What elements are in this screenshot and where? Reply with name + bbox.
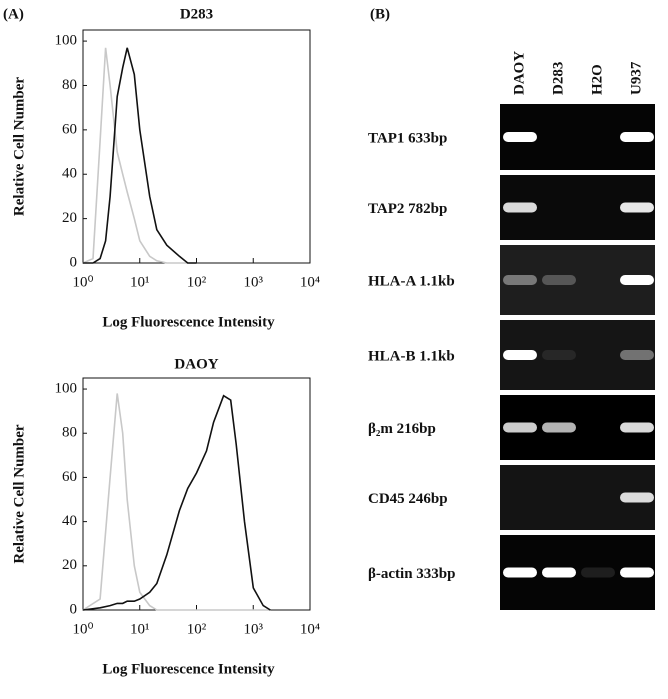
y-tick-label: 80 [62,425,77,441]
gel-band [620,275,654,285]
row-label: HLA-B 1.1kb [368,348,455,364]
x-tick-label: 10³ [244,621,264,637]
x-tick-label: 10¹ [130,621,150,637]
x-axis-label: Log Fluorescence Intensity [102,314,275,330]
gel-band [581,567,615,578]
row-label: CD45 246bp [368,491,448,507]
row-label: β-actin 333bp [368,566,456,582]
panel-label: (A) [3,6,24,22]
gel-band [542,422,576,433]
gel-band [620,567,654,578]
x-tick-label: 10² [187,274,207,290]
gel-band [620,132,654,142]
gel-band [620,422,654,433]
panel-label: (B) [370,6,390,22]
histogram-line [82,394,271,611]
y-tick-label: 40 [62,513,77,529]
row-label: β₂m 216bp [368,421,436,437]
y-tick-label: 0 [70,254,78,270]
x-tick-label: 10² [187,621,207,637]
y-axis-label: Relative Cell Number [11,77,27,216]
x-tick-label: 10⁰ [72,274,93,290]
gel-band [503,275,537,285]
y-tick-label: 60 [62,469,77,485]
plot-frame [82,377,311,611]
chart-title: DAOY [174,356,218,372]
row-label: TAP1 633bp [368,130,447,146]
y-tick-label: 20 [62,210,77,226]
y-tick-label: 100 [55,33,78,49]
x-tick-label: 10⁴ [300,274,320,290]
x-axis-label: Log Fluorescence Intensity [102,661,275,677]
lane-label: DAOY [511,51,527,95]
gel-band [620,350,654,360]
gel-band [503,202,537,213]
gel-band [503,422,537,433]
lane-label: U937 [628,61,644,95]
y-tick-label: 60 [62,121,77,137]
lane-label: H2O [589,64,605,95]
gel-band [542,567,576,578]
x-tick-label: 10³ [244,274,264,290]
y-tick-label: 20 [62,557,77,573]
chart-title: D283 [180,6,213,22]
gel-band [542,350,576,360]
gel-band [542,275,576,285]
gel-band [620,202,654,213]
x-tick-label: 10¹ [130,274,150,290]
histogram-line [82,47,197,264]
histogram-line [83,47,197,264]
histogram-line [82,393,271,611]
gel-band [503,567,537,578]
y-tick-label: 40 [62,166,77,182]
row-label: HLA-A 1.1kb [368,273,455,289]
x-tick-label: 10⁴ [300,621,320,637]
y-axis-label: Relative Cell Number [11,424,27,563]
lane-label: D283 [550,62,566,95]
y-tick-label: 100 [55,380,78,396]
gel-band [620,492,654,503]
gel: DAOY D283 H2O U937 TAP1 633bp TAP2 782bp HLA-A… [368,51,655,610]
y-tick-label: 80 [62,77,77,93]
y-tick-label: 0 [70,601,78,617]
x-tick-label: 10⁰ [72,621,93,637]
gel-band [503,132,537,142]
gel-band [503,350,537,360]
row-label: TAP2 782bp [368,201,447,217]
